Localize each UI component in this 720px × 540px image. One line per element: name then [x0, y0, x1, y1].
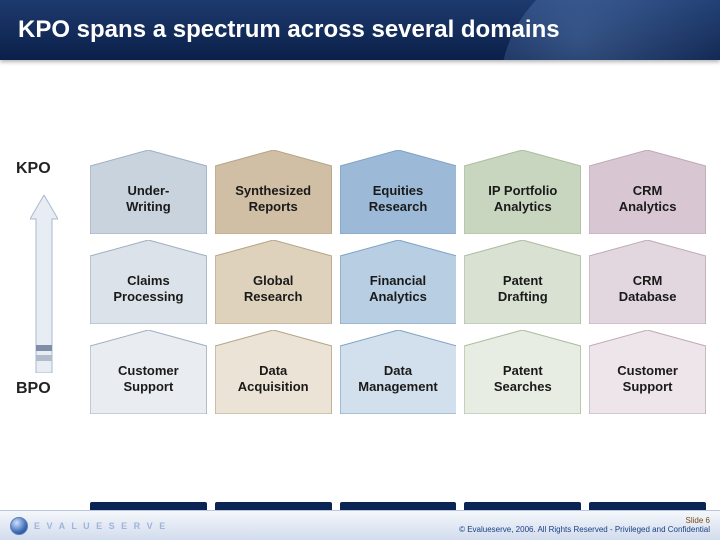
logo-text: E V A L U E S E R V E [34, 521, 167, 531]
cell-line2: Analytics [488, 199, 557, 215]
cell-line2: Support [118, 379, 179, 395]
cell-line1: Equities [369, 183, 428, 199]
cell-line2: Analytics [619, 199, 677, 215]
cell-line1: Patent [494, 363, 552, 379]
column-3: IP PortfolioAnalytics PatentDrafting Pat… [464, 150, 581, 500]
cell-4-0: CRMAnalytics [589, 150, 706, 234]
cell-line2: Database [619, 289, 677, 305]
cell-line2: Processing [113, 289, 183, 305]
cell-2-1: FinancialAnalytics [340, 240, 457, 324]
cell-line2: Writing [126, 199, 171, 215]
cell-line2: Acquisition [238, 379, 309, 395]
cell-1-1: GlobalResearch [215, 240, 332, 324]
title-bar: KPO spans a spectrum across several doma… [0, 0, 720, 60]
cell-line2: Research [369, 199, 428, 215]
cell-4-2: CustomerSupport [589, 330, 706, 414]
cell-line2: Management [358, 379, 437, 395]
cell-4-1: CRMDatabase [589, 240, 706, 324]
cell-0-1: ClaimsProcessing [90, 240, 207, 324]
cell-2-0: EquitiesResearch [340, 150, 457, 234]
cell-line1: CRM [619, 183, 677, 199]
logo: E V A L U E S E R V E [10, 517, 167, 535]
cell-line2: Research [244, 289, 303, 305]
cell-line1: Global [244, 273, 303, 289]
copyright-text: © Evalueserve, 2006. All Rights Reserved… [459, 525, 710, 535]
cell-3-2: PatentSearches [464, 330, 581, 414]
column-4: CRMAnalytics CRMDatabase CustomerSupport [589, 150, 706, 500]
cell-3-1: PatentDrafting [464, 240, 581, 324]
cell-line1: Patent [498, 273, 548, 289]
cell-1-0: SynthesizedReports [215, 150, 332, 234]
cell-line1: Under- [126, 183, 171, 199]
cell-line1: Data [358, 363, 437, 379]
column-0: Under-Writing ClaimsProcessing CustomerS… [90, 150, 207, 500]
cell-line2: Analytics [369, 289, 427, 305]
cell-line2: Support [617, 379, 678, 395]
cell-line1: Synthesized [235, 183, 311, 199]
column-1: SynthesizedReports GlobalResearch DataAc… [215, 150, 332, 500]
cell-line1: IP Portfolio [488, 183, 557, 199]
cell-line2: Searches [494, 379, 552, 395]
cell-line1: Financial [369, 273, 427, 289]
page-title: KPO spans a spectrum across several doma… [18, 16, 560, 44]
cell-line1: Claims [113, 273, 183, 289]
cell-3-0: IP PortfolioAnalytics [464, 150, 581, 234]
cell-line1: Customer [118, 363, 179, 379]
cell-2-2: DataManagement [340, 330, 457, 414]
column-2: EquitiesResearch FinancialAnalytics Data… [340, 150, 457, 500]
bottom-bar: E V A L U E S E R V E Slide 6 © Evaluese… [0, 510, 720, 540]
cell-line2: Drafting [498, 289, 548, 305]
cell-line2: Reports [235, 199, 311, 215]
cell-line1: CRM [619, 273, 677, 289]
cell-0-2: CustomerSupport [90, 330, 207, 414]
cell-line1: Customer [617, 363, 678, 379]
cell-0-0: Under-Writing [90, 150, 207, 234]
logo-orb-icon [10, 517, 28, 535]
slide-number: Slide 6 [459, 517, 710, 525]
columns-area: Under-Writing ClaimsProcessing CustomerS… [0, 150, 720, 500]
cell-line1: Data [238, 363, 309, 379]
cell-1-2: DataAcquisition [215, 330, 332, 414]
